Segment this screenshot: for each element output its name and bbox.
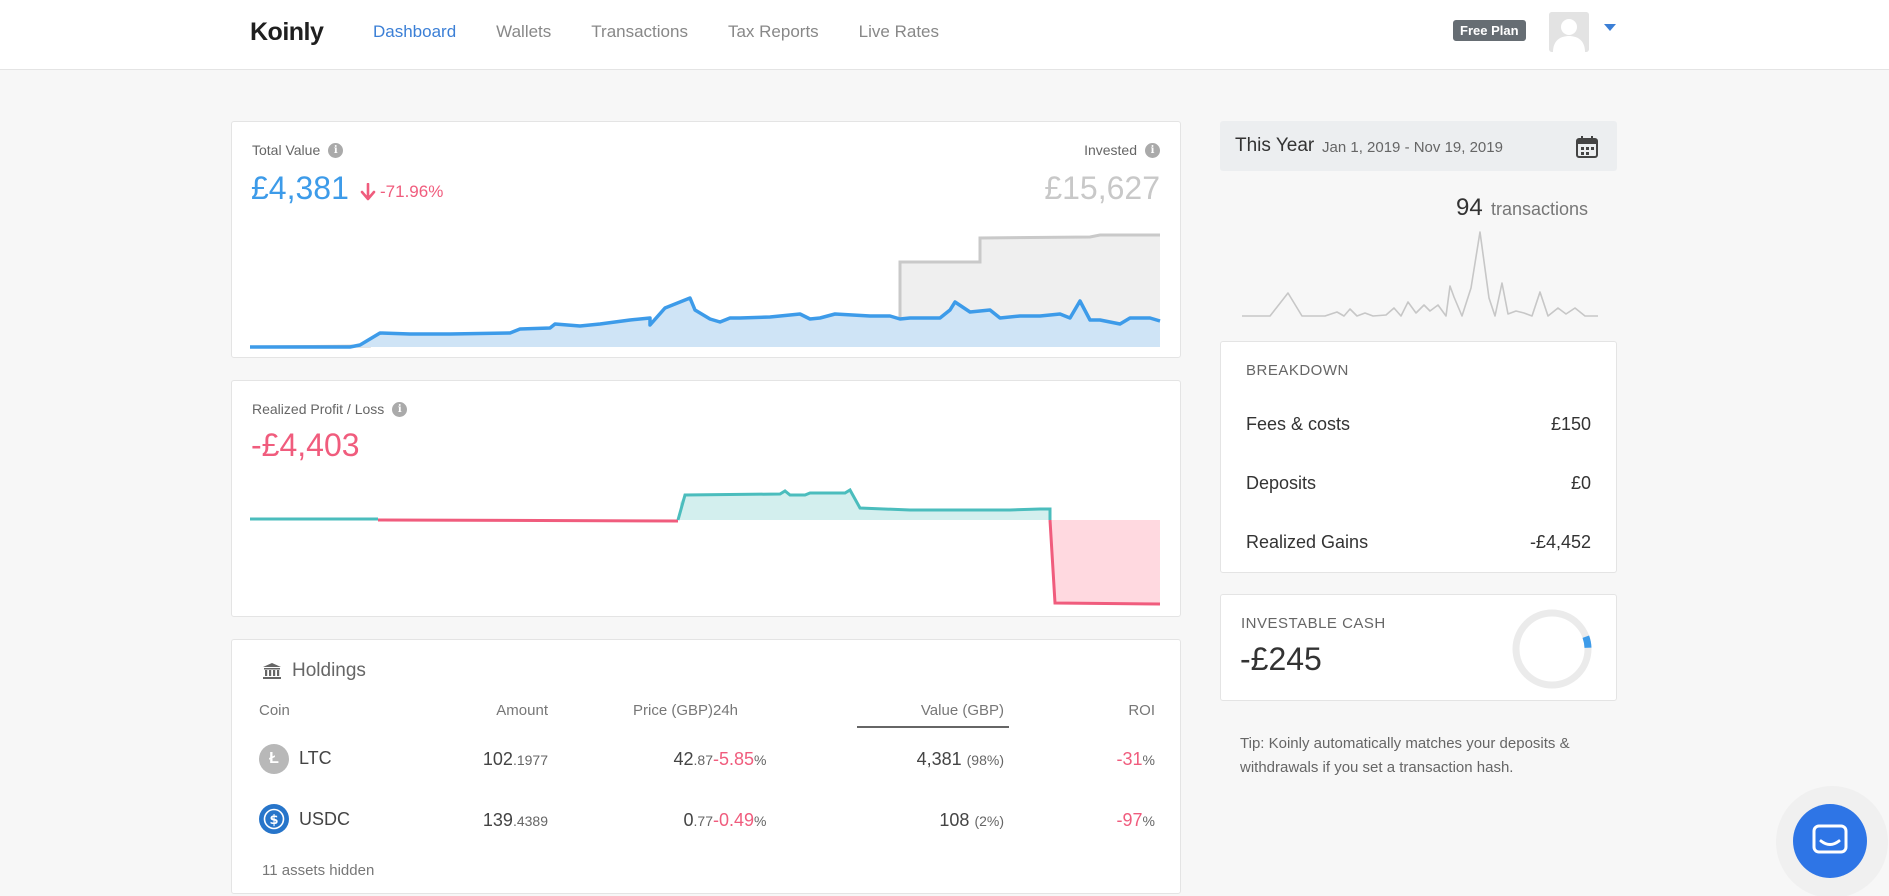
plan-badge[interactable]: Free Plan: [1453, 20, 1526, 41]
investable-cash-card: INVESTABLE CASH -£245: [1220, 594, 1617, 701]
hidden-assets-link[interactable]: 11 assets hidden: [262, 862, 375, 879]
usdc-logo-icon: $: [260, 805, 288, 833]
nav-live-rates[interactable]: Live Rates: [858, 22, 939, 41]
breakdown-row-realized-gains[interactable]: Realized Gains -£4,452: [1246, 532, 1591, 553]
coin-price: 0.77: [683, 810, 713, 830]
info-icon[interactable]: i: [328, 142, 344, 158]
sort-indicator: [857, 726, 1009, 728]
nav-transactions[interactable]: Transactions: [591, 22, 688, 41]
column-roi[interactable]: ROI: [1128, 702, 1155, 719]
breakdown-value: -£4,452: [1529, 532, 1591, 552]
breakdown-title: BREAKDOWN: [1246, 362, 1349, 379]
coin-price: 42.87: [673, 749, 714, 769]
invested-label: Invested: [1084, 142, 1137, 158]
realized-profit-card: Realized Profit / Loss i -£4,403: [231, 380, 1181, 617]
litecoin-icon: Ł: [259, 744, 289, 774]
info-icon[interactable]: i: [392, 401, 408, 417]
breakdown-row-fees[interactable]: Fees & costs £150: [1246, 414, 1591, 435]
transaction-label[interactable]: transactions: [1491, 199, 1589, 219]
transaction-sparkline: [1242, 231, 1598, 317]
total-value-chart: [250, 233, 1161, 349]
column-coin[interactable]: Coin: [259, 702, 290, 719]
main-nav: Dashboard Wallets Transactions Tax Repor…: [373, 22, 939, 42]
breakdown-label: Fees & costs: [1246, 414, 1351, 434]
coin-24h-change: -5.85%: [713, 749, 767, 769]
info-icon[interactable]: i: [1145, 142, 1160, 158]
tip-text: Tip: Koinly automatically matches your d…: [1240, 735, 1570, 776]
nav-tax-reports[interactable]: Tax Reports: [727, 22, 819, 41]
transaction-count: 94: [1456, 194, 1483, 221]
loss-line-right: [1048, 519, 1161, 606]
top-navbar: Koinly Dashboard Wallets Transactions Ta…: [0, 0, 1889, 70]
coin-name: LTC: [299, 748, 332, 768]
total-value-change-text: -71.96%: [380, 182, 444, 201]
realized-profit-amount: -£4,403: [251, 427, 360, 463]
total-value-amount: £4,381: [251, 170, 349, 206]
breakdown-label: Deposits: [1246, 473, 1317, 493]
chat-icon: [1812, 824, 1848, 854]
total-value-label: Total Value: [252, 142, 321, 158]
total-value-card: Total Value i £4,381 -71.96% Invested i …: [231, 121, 1181, 358]
loss-line-left: [377, 518, 679, 523]
holdings-card: Holdings Coin Amount Price (GBP) 24h Val…: [231, 639, 1181, 894]
chevron-down-icon[interactable]: [1604, 24, 1616, 31]
value-line: [250, 296, 1161, 349]
user-avatar[interactable]: [1549, 12, 1589, 52]
coin-amount: 139.4389: [482, 810, 548, 830]
nav-dashboard[interactable]: Dashboard: [373, 22, 457, 41]
period-selector[interactable]: This Year Jan 1, 2019 - Nov 19, 2019: [1220, 121, 1617, 171]
period-name: This Year: [1235, 135, 1315, 156]
arrow-down-icon: [360, 183, 376, 201]
calendar-icon[interactable]: [1575, 135, 1599, 159]
coin-amount: 102.1977: [482, 749, 548, 769]
usdc-icon: $: [259, 804, 289, 834]
realized-profit-label: Realized Profit / Loss: [252, 401, 385, 417]
coin-24h-change: -0.49%: [713, 810, 767, 830]
column-value[interactable]: Value (GBP): [920, 702, 1004, 719]
breakdown-value: £0: [1570, 473, 1591, 493]
profit-line: [676, 487, 1052, 521]
coin-roi: -31%: [1116, 749, 1155, 769]
coin-name: USDC: [299, 809, 351, 829]
coin-roi: -97%: [1116, 810, 1155, 830]
cash-ring-fill: [1512, 609, 1592, 689]
nav-wallets[interactable]: Wallets: [496, 22, 552, 41]
investable-cash-amount: -£245: [1240, 641, 1322, 677]
period-range: Jan 1, 2019 - Nov 19, 2019: [1322, 139, 1503, 156]
column-amount[interactable]: Amount: [496, 702, 548, 719]
cash-ring-chart: [1512, 609, 1592, 689]
bank-icon: [263, 663, 281, 679]
breakdown-row-deposits[interactable]: Deposits £0: [1246, 473, 1591, 494]
holdings-title: Holdings: [292, 660, 366, 681]
realized-profit-chart: [250, 487, 1161, 606]
loss-area: [1050, 520, 1160, 605]
column-24h[interactable]: 24h: [713, 702, 739, 719]
coin-value: 4,381 (98%): [916, 749, 1004, 769]
breakdown-label: Realized Gains: [1246, 532, 1369, 552]
coin-value: 108 (2%): [939, 810, 1004, 830]
svg-text:$: $: [269, 813, 278, 828]
total-value-change: -71.96%: [360, 182, 443, 202]
column-price[interactable]: Price (GBP): [632, 702, 713, 719]
profit-area: [680, 490, 1050, 520]
breakdown-card: BREAKDOWN Fees & costs £150 Deposits £0 …: [1220, 341, 1617, 573]
koinly-logo[interactable]: Koinly: [250, 18, 324, 46]
invested-amount: £15,627: [1044, 170, 1160, 206]
user-silhouette-icon: [1549, 12, 1589, 52]
chat-launcher-button[interactable]: [1793, 804, 1867, 878]
investable-cash-title: INVESTABLE CASH: [1241, 615, 1386, 632]
breakdown-value: £150: [1550, 414, 1591, 434]
